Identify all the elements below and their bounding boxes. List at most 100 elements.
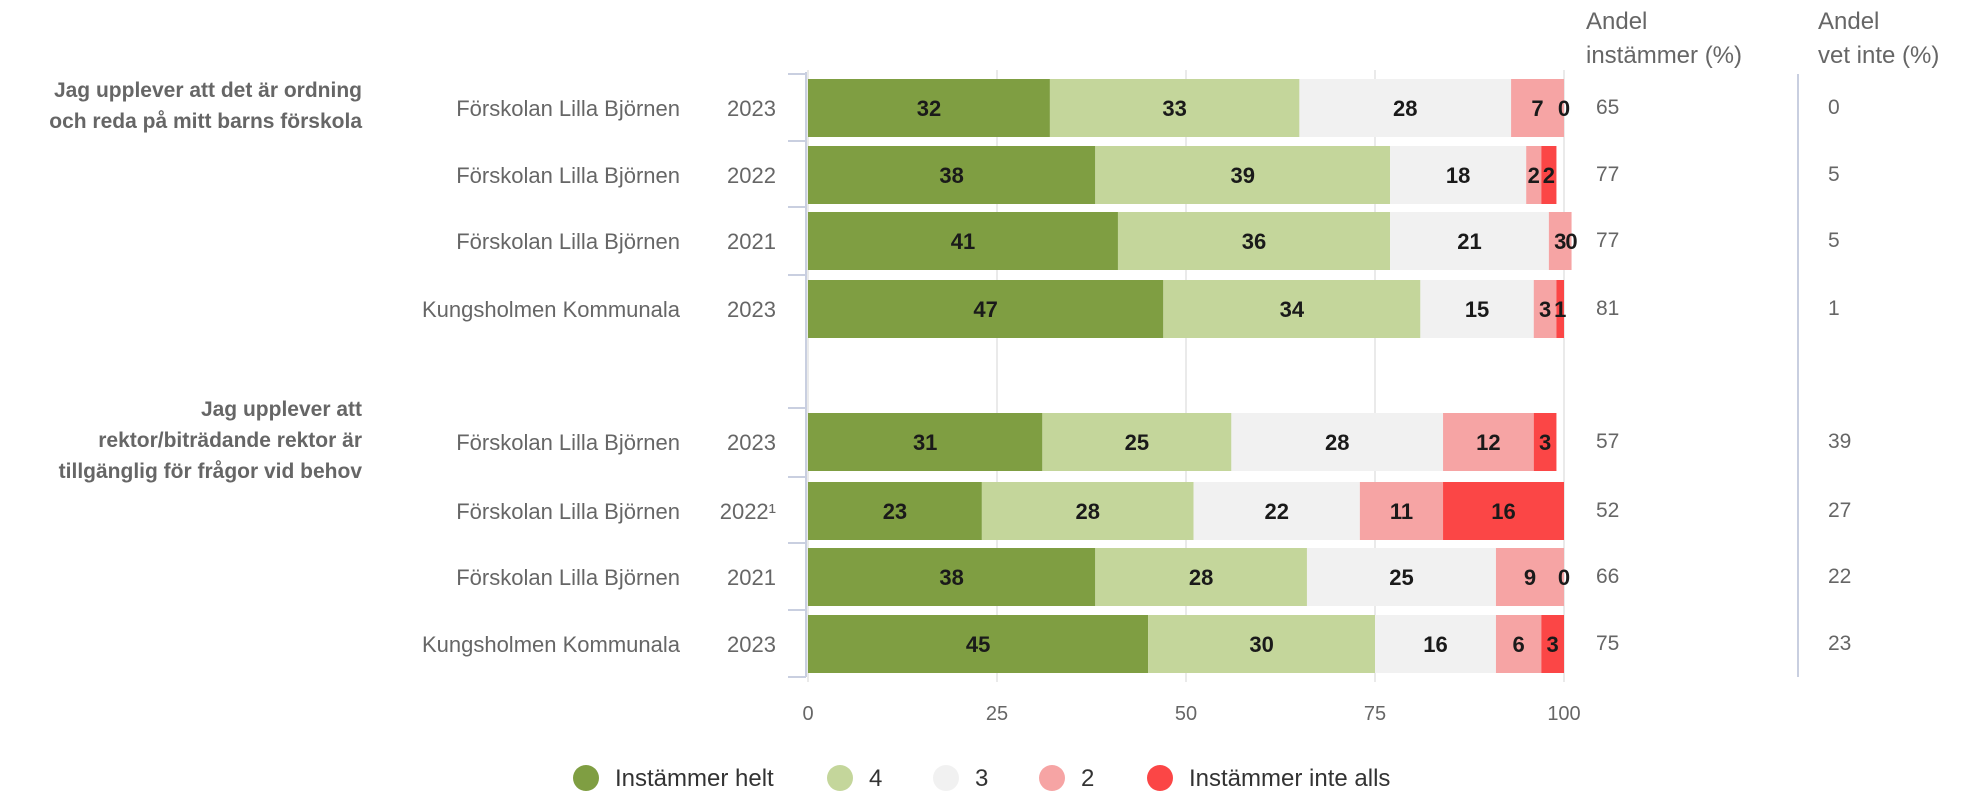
bar-value-label: 0: [1558, 565, 1570, 590]
row-label: Kungsholmen Kommunala: [422, 297, 681, 322]
row-label: Kungsholmen Kommunala: [422, 632, 681, 657]
bar-value-label: 12: [1476, 430, 1500, 455]
row-year: 2023: [727, 430, 776, 455]
bar-value-label: 33: [1162, 96, 1186, 121]
bar-segment: [1556, 280, 1564, 338]
bar-value-label: 45: [966, 632, 990, 657]
legend-swatch: [573, 765, 599, 791]
bar-segment: [808, 548, 1096, 606]
legend-label: 2: [1081, 765, 1094, 792]
column-header-line1: Andel: [1818, 8, 1879, 35]
andel-vet-inte-value: 39: [1828, 430, 1851, 453]
legend-label: Instämmer inte alls: [1189, 765, 1390, 792]
bar-value-label: 7: [1531, 96, 1543, 121]
row-label: Förskolan Lilla Björnen: [456, 229, 680, 254]
bar-segment: [1541, 615, 1564, 673]
bar-segment: [1443, 413, 1534, 471]
x-tick-label: 25: [986, 703, 1008, 725]
bar-segment: [1420, 280, 1534, 338]
x-tick-label: 0: [802, 703, 813, 725]
bar-value-label: 3: [1547, 632, 1559, 657]
column-header-line2: instämmer (%): [1586, 42, 1742, 69]
bar-segment: [1306, 548, 1496, 606]
andel-instammer-value: 52: [1596, 499, 1619, 522]
row-year: 2022¹: [720, 499, 776, 524]
bar-value-label: 28: [1325, 430, 1349, 455]
row-year: 2022: [727, 163, 776, 188]
bar-value-label: 9: [1524, 565, 1536, 590]
bar-value-label: 39: [1230, 163, 1254, 188]
row-label: Förskolan Lilla Björnen: [456, 565, 680, 590]
bar-segment: [1548, 212, 1572, 270]
bar-segment: [1299, 79, 1512, 137]
andel-instammer-value: 81: [1596, 297, 1619, 320]
bar-segment: [1095, 146, 1391, 204]
legend-label: Instämmer helt: [615, 765, 774, 792]
bar-segment: [1095, 548, 1307, 606]
question-label: och reda på mitt barns förskola: [49, 110, 362, 133]
bar-value-label: 6: [1513, 632, 1525, 657]
bar-segment: [808, 413, 1043, 471]
bar-value-label: 2: [1543, 163, 1555, 188]
legend-swatch: [827, 765, 853, 791]
bar-value-label: 23: [883, 499, 907, 524]
bar-value-label: 38: [939, 163, 963, 188]
bar-value-label: 18: [1446, 163, 1470, 188]
bar-segment: [1117, 212, 1391, 270]
bar-value-label: 34: [1280, 297, 1305, 322]
row-year: 2023: [727, 632, 776, 657]
row-label: Förskolan Lilla Björnen: [456, 163, 680, 188]
bar-segment: [1163, 280, 1421, 338]
bar-value-label: 21: [1457, 229, 1481, 254]
bar-segment: [1390, 212, 1549, 270]
bar-segment: [808, 212, 1118, 270]
legend-swatch: [933, 765, 959, 791]
legend-swatch: [1039, 765, 1065, 791]
bar-value-label: 22: [1264, 499, 1288, 524]
bar-segment: [1541, 146, 1557, 204]
bar-value-label: 16: [1423, 632, 1447, 657]
bar-value-label: 36: [1242, 229, 1266, 254]
bar-value-label: 11: [1390, 499, 1413, 524]
question-label: rektor/biträdande rektor är: [98, 429, 362, 452]
bar-value-label: 16: [1491, 499, 1515, 524]
andel-vet-inte-value: 22: [1828, 565, 1851, 588]
legend-label: 4: [869, 765, 882, 792]
row-label: Förskolan Lilla Björnen: [456, 430, 680, 455]
bar-segment: [1049, 79, 1300, 137]
bar-value-label: 0: [1558, 96, 1570, 121]
x-tick-label: 100: [1547, 703, 1580, 725]
bar-segment: [1193, 482, 1360, 540]
bar-value-label: 2: [1528, 163, 1540, 188]
bar-segment: [1231, 413, 1444, 471]
question-label: tillgänglig för frågor vid behov: [59, 460, 363, 483]
bar-segment: [1533, 413, 1557, 471]
column-header-line1: Andel: [1586, 8, 1647, 35]
row-year: 2023: [727, 297, 776, 322]
bar-segment: [1495, 548, 1564, 606]
bar-segment: [1390, 146, 1527, 204]
question-label: Jag upplever att det är ordning: [54, 79, 362, 102]
bar-segment: [1148, 615, 1375, 673]
andel-instammer-value: 77: [1596, 229, 1619, 252]
andel-instammer-value: 65: [1596, 96, 1619, 119]
bar-segment: [981, 482, 1194, 540]
bar-value-label: 32: [917, 96, 941, 121]
bar-value-label: 28: [1075, 499, 1099, 524]
andel-vet-inte-value: 0: [1828, 96, 1840, 119]
andel-instammer-value: 57: [1596, 430, 1619, 453]
bar-segment: [1375, 615, 1496, 673]
bar-segment: [808, 146, 1096, 204]
andel-vet-inte-value: 5: [1828, 163, 1840, 186]
bar-value-label: 28: [1393, 96, 1417, 121]
bar-segment: [1359, 482, 1444, 540]
andel-vet-inte-value: 23: [1828, 632, 1851, 655]
bar-value-label: 30: [1249, 632, 1273, 657]
bar-segment: [1443, 482, 1564, 540]
bar-value-label: 0: [1565, 229, 1577, 254]
andel-instammer-value: 77: [1596, 163, 1619, 186]
bar-value-label: 1: [1554, 297, 1566, 322]
bar-value-label: 41: [951, 229, 975, 254]
bar-segment: [1511, 79, 1564, 137]
